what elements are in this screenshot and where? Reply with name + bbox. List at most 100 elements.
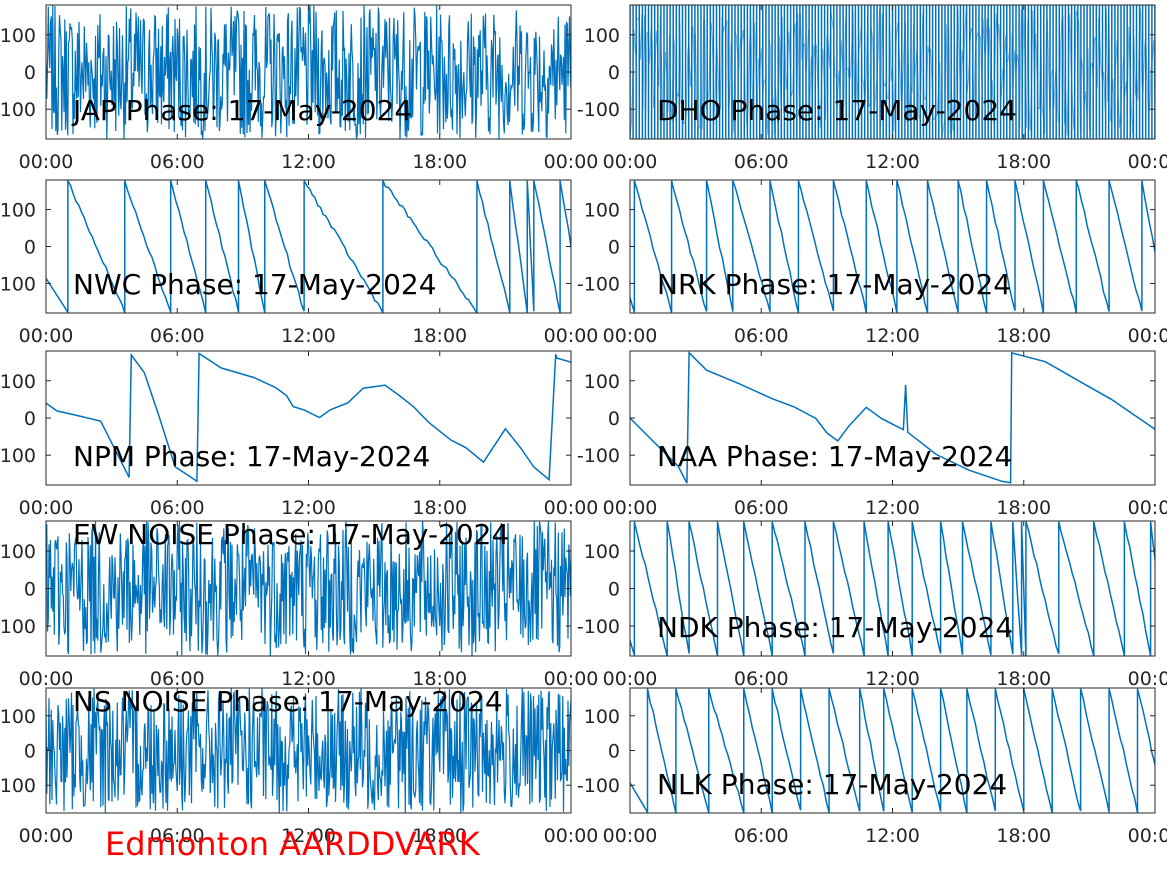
x-tick-label: 06:00 — [734, 325, 789, 347]
y-tick-label: 100 — [584, 706, 620, 728]
y-tick-label: 0 — [24, 408, 36, 430]
chart-panel: 100 0 100 00:00 06:00 12:00 18:00 00:00 NPM Phas… — [0, 350, 599, 519]
chart-panel: 100 0 -100 00:00 06:00 12:00 18:00 00:00 NAA Pha… — [577, 350, 1167, 519]
y-tick-label: 100 — [0, 273, 36, 295]
x-tick-label: 00:00 — [603, 668, 658, 690]
x-tick-label: 00:00 — [1128, 825, 1167, 847]
y-tick-label: -100 — [577, 273, 620, 295]
y-tick-label: 100 — [0, 445, 36, 467]
y-tick-label: 100 — [0, 541, 36, 563]
x-tick-label: 00:00 — [1128, 497, 1167, 519]
chart-title: JAP Phase: 17-May-2024 — [71, 94, 412, 127]
x-tick-label: 00:00 — [544, 151, 599, 173]
x-tick-label: 18:00 — [996, 325, 1051, 347]
x-tick-label: 00:00 — [19, 497, 74, 519]
chart-panel: 100 0 -100 00:00 06:00 12:00 18:00 00:00 NLK Pha… — [577, 687, 1167, 847]
x-tick-label: 00:00 — [544, 825, 599, 847]
y-tick-label: 0 — [608, 408, 620, 430]
footer-label: Edmonton AARDDVARK — [105, 825, 480, 863]
x-tick-label: 06:00 — [150, 497, 205, 519]
chart-title: NPM Phase: 17-May-2024 — [73, 440, 430, 473]
y-tick-label: 0 — [608, 741, 620, 763]
chart-title: EW NOISE Phase: 17-May-2024 — [73, 518, 509, 551]
y-tick-label: 100 — [0, 371, 36, 393]
series-line — [46, 352, 571, 483]
series-line — [630, 351, 1155, 484]
x-tick-label: 12:00 — [281, 668, 336, 690]
x-tick-label: 18:00 — [996, 825, 1051, 847]
x-tick-label: 06:00 — [150, 151, 205, 173]
y-tick-label: 100 — [0, 200, 36, 222]
x-tick-label: 00:00 — [19, 151, 74, 173]
x-tick-label: 18:00 — [996, 497, 1051, 519]
y-tick-label: 100 — [0, 775, 36, 797]
chart-panel: 100 0 100 00:00 06:00 12:00 18:00 00:00 NWC Phas… — [0, 179, 599, 347]
x-tick-label: 00:00 — [19, 668, 74, 690]
series-line — [630, 688, 1155, 813]
x-tick-label: 12:00 — [281, 825, 336, 847]
chart-panel: 100 0 100 00:00 06:00 12:00 18:00 00:00 NS NOISE… — [0, 685, 598, 847]
x-tick-label: 00:00 — [603, 825, 658, 847]
y-tick-label: 0 — [24, 741, 36, 763]
x-tick-label: 18:00 — [996, 151, 1051, 173]
x-tick-label: 12:00 — [865, 668, 920, 690]
chart-panel: 100 0 100 00:00 06:00 12:00 18:00 00:00 EW NOISE… — [0, 518, 598, 690]
x-tick-label: 12:00 — [865, 325, 920, 347]
chart-title: NLK Phase: 17-May-2024 — [657, 768, 1007, 801]
series-line — [630, 180, 1155, 313]
series-line — [46, 521, 571, 656]
chart-title: DHO Phase: 17-May-2024 — [657, 94, 1017, 127]
x-tick-label: 12:00 — [865, 825, 920, 847]
x-tick-label: 00:00 — [1128, 151, 1167, 173]
x-tick-label: 12:00 — [281, 325, 336, 347]
chart-title: NWC Phase: 17-May-2024 — [73, 268, 437, 301]
x-tick-label: 06:00 — [734, 668, 789, 690]
chart-title: NDK Phase: 17-May-2024 — [657, 611, 1013, 644]
chart-panel: 100 0 100 00:00 06:00 12:00 18:00 00:00 JAP Phas… — [0, 4, 599, 173]
x-tick-label: 00:00 — [544, 497, 599, 519]
y-tick-label: 100 — [0, 616, 36, 638]
chart-title: NAA Phase: 17-May-2024 — [657, 440, 1012, 473]
x-tick-label: 06:00 — [150, 825, 205, 847]
y-tick-label: 0 — [608, 237, 620, 259]
chart-panel: 100 0 -100 00:00 06:00 12:00 18:00 00:00 DHO Pha… — [577, 4, 1167, 173]
y-tick-label: 0 — [24, 579, 36, 601]
y-tick-label: -100 — [577, 445, 620, 467]
x-tick-label: 06:00 — [734, 497, 789, 519]
series-line — [630, 5, 1155, 139]
x-tick-label: 18:00 — [412, 825, 467, 847]
x-tick-label: 06:00 — [150, 668, 205, 690]
y-tick-label: 100 — [0, 25, 36, 47]
y-tick-label: 100 — [0, 706, 36, 728]
x-tick-label: 12:00 — [865, 151, 920, 173]
x-tick-label: 00:00 — [1128, 325, 1167, 347]
x-tick-label: 00:00 — [1128, 668, 1167, 690]
y-tick-label: 0 — [608, 62, 620, 84]
x-tick-label: 12:00 — [281, 497, 336, 519]
y-tick-label: 100 — [584, 200, 620, 222]
x-tick-label: 18:00 — [412, 668, 467, 690]
x-tick-label: 06:00 — [734, 825, 789, 847]
x-tick-label: 18:00 — [996, 668, 1051, 690]
y-tick-label: 0 — [608, 579, 620, 601]
x-tick-label: 00:00 — [544, 668, 599, 690]
y-tick-label: 100 — [584, 371, 620, 393]
series-line — [46, 688, 571, 813]
x-tick-label: 12:00 — [865, 497, 920, 519]
y-tick-label: 100 — [0, 99, 36, 121]
x-tick-label: 18:00 — [412, 151, 467, 173]
x-tick-label: 00:00 — [19, 825, 74, 847]
x-tick-label: 06:00 — [150, 325, 205, 347]
series-line — [46, 180, 571, 313]
y-tick-label: -100 — [577, 99, 620, 121]
x-tick-label: 06:00 — [734, 151, 789, 173]
x-tick-label: 00:00 — [544, 325, 599, 347]
x-tick-label: 18:00 — [412, 325, 467, 347]
y-tick-label: 0 — [24, 237, 36, 259]
x-tick-label: 18:00 — [412, 497, 467, 519]
y-tick-label: -100 — [577, 775, 620, 797]
series-line — [630, 521, 1155, 656]
y-tick-label: -100 — [577, 616, 620, 638]
chart-panel: 100 0 -100 00:00 06:00 12:00 18:00 00:00 NRK Pha… — [577, 179, 1167, 347]
